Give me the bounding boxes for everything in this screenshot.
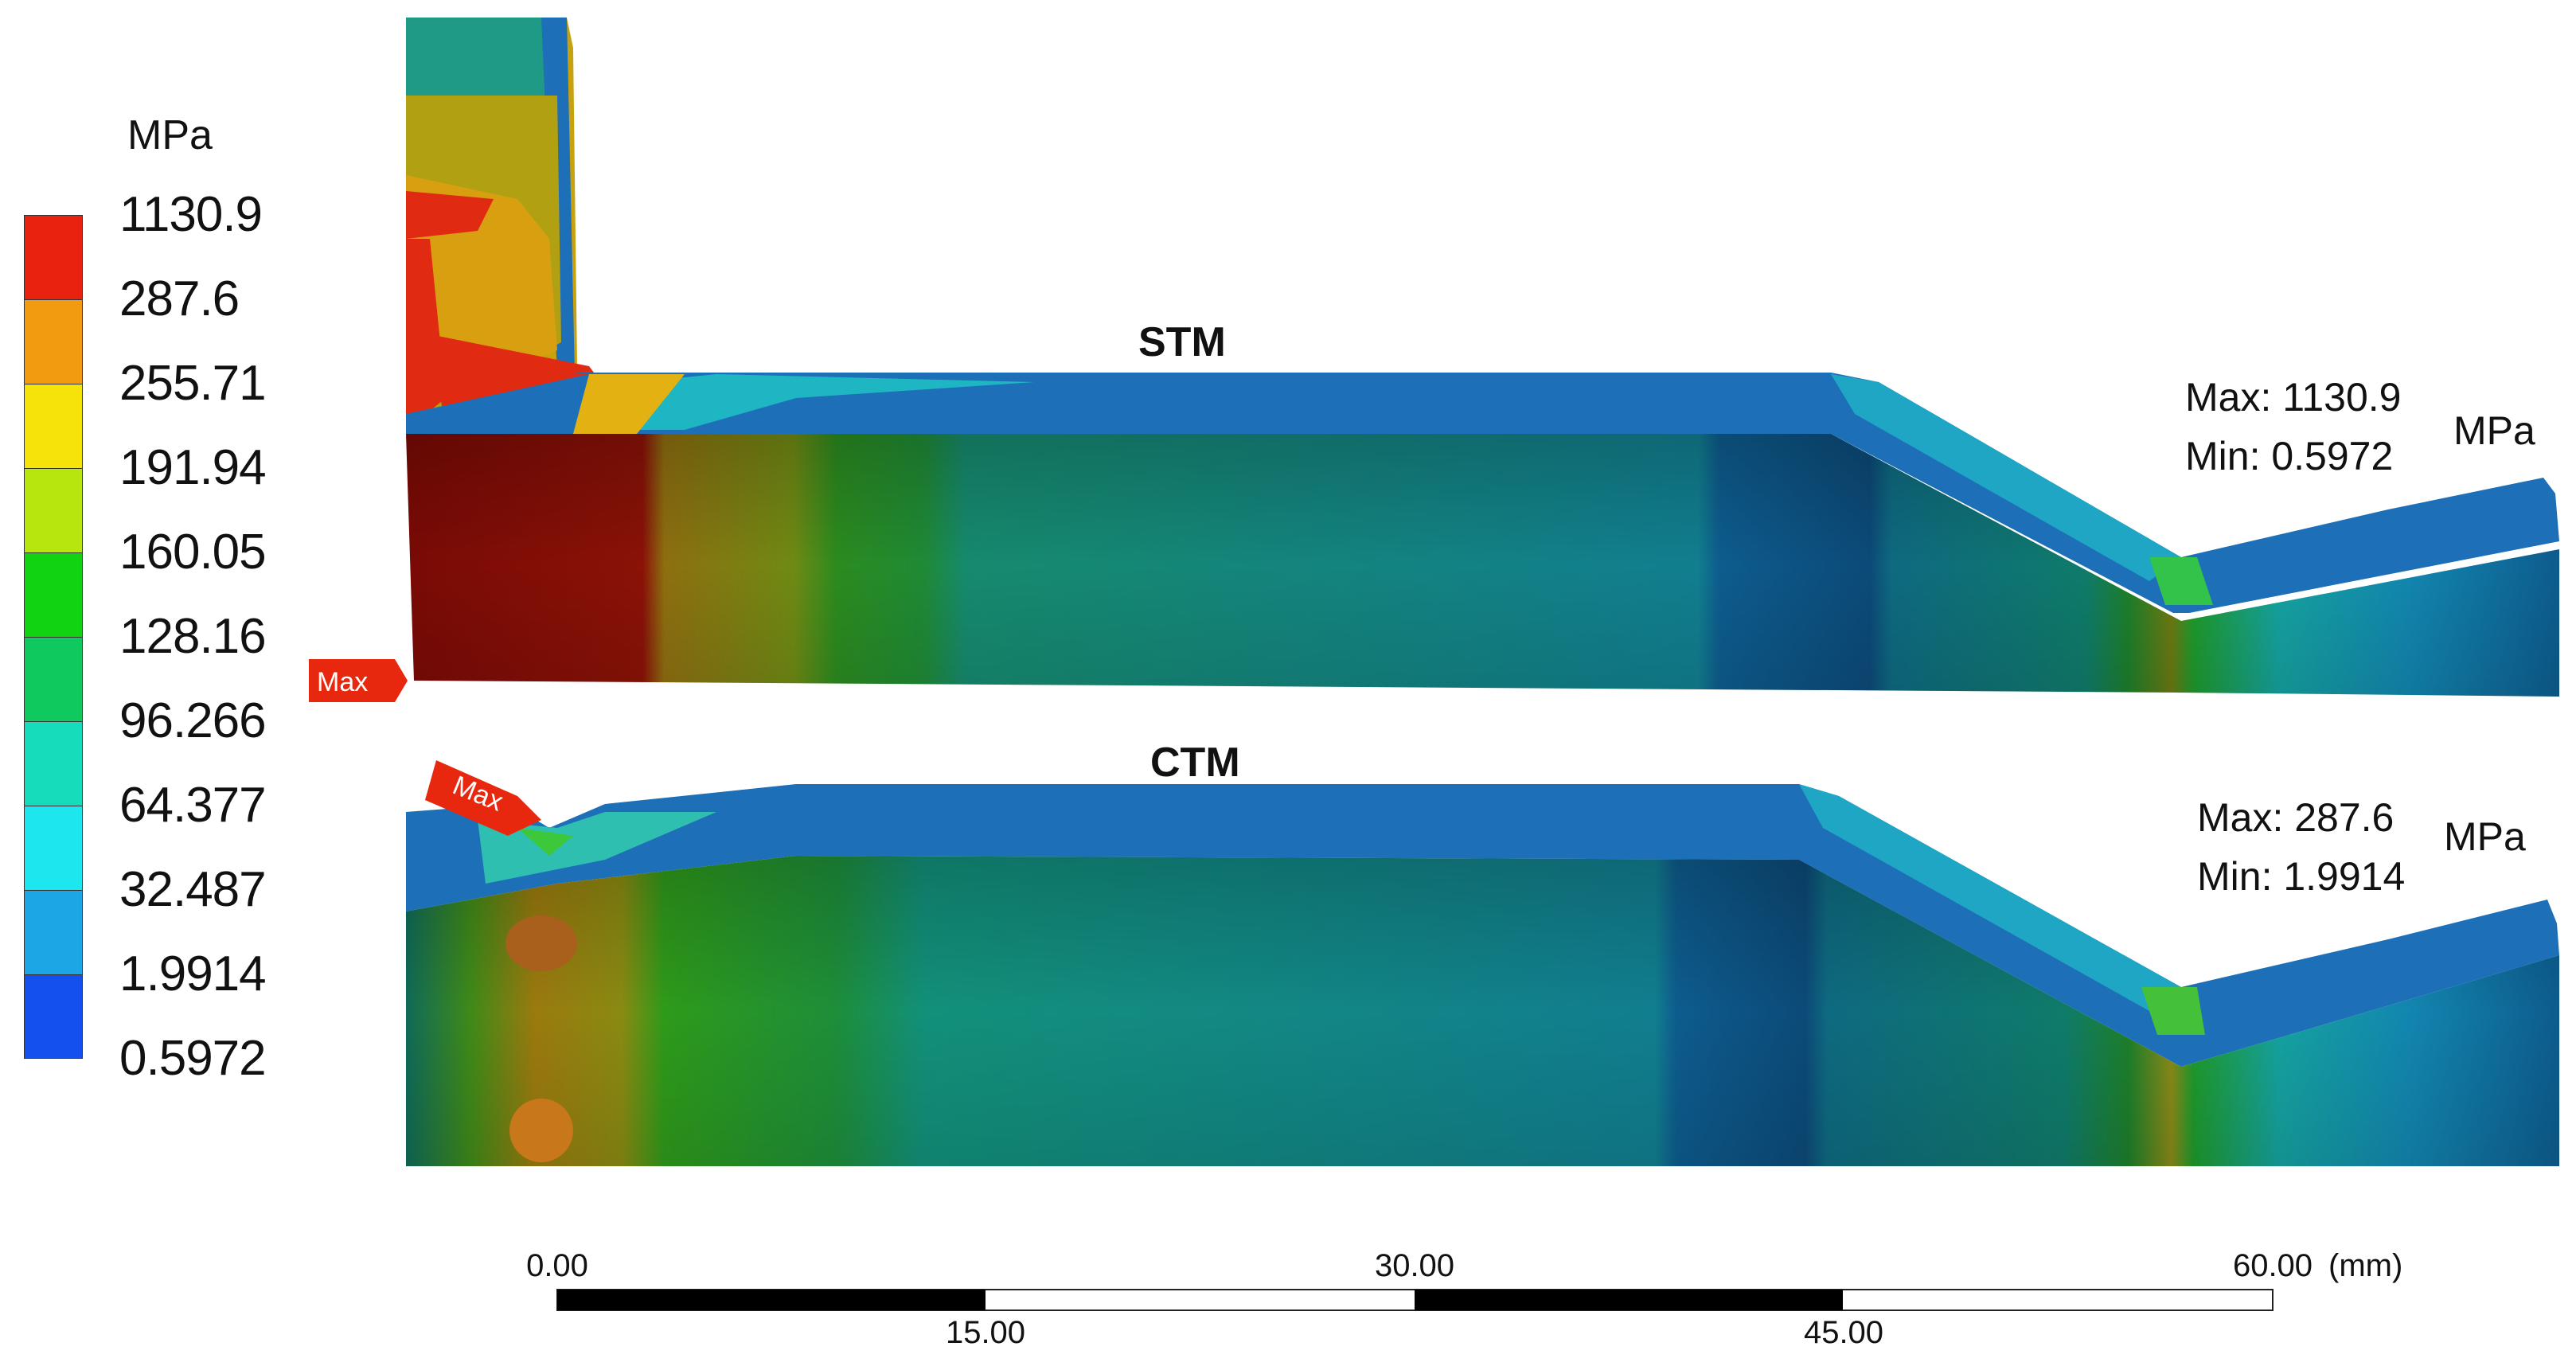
legend-swatch: [24, 806, 83, 890]
legend-label: 128.16: [119, 609, 267, 664]
legend-swatch: [24, 468, 83, 552]
legend-swatch: [24, 637, 83, 721]
scale-label-30: 30.00: [1374, 1248, 1455, 1283]
legend-label: 96.266: [119, 693, 267, 748]
stm-model: [406, 18, 2559, 697]
legend-swatch: [24, 552, 83, 637]
scale-label-15: 15.00: [945, 1315, 1026, 1350]
scale-label-60: 60.00: [2232, 1248, 2313, 1283]
stm-min-value: Min: 0.5972: [2185, 434, 2394, 478]
legend-swatch: [24, 215, 83, 299]
legend-swatch: [24, 384, 83, 468]
ctm-max-marker: [425, 760, 541, 836]
legend-label: 287.6: [119, 271, 240, 326]
legend-label: 0.5972: [119, 1031, 267, 1086]
legend-label: 64.377: [119, 778, 267, 833]
legend-label: 1.9914: [119, 947, 267, 1001]
stm-max-tag: Max: [317, 667, 369, 697]
legend-label: 1130.9: [119, 187, 263, 242]
stm-title: STM: [1138, 319, 1226, 365]
scale-label-45: 45.00: [1803, 1315, 1884, 1350]
ctm-model: [406, 784, 2559, 1166]
ctm-max-value: Max: 287.6: [2197, 795, 2395, 840]
legend-unit: MPa: [127, 112, 213, 158]
scale-label-0: 0.00: [526, 1248, 588, 1283]
legend-swatch: [24, 974, 83, 1059]
stm-max-value: Max: 1130.9: [2185, 375, 2402, 420]
legend-label: 191.94: [119, 440, 267, 495]
scale-bar: [556, 1289, 2274, 1311]
legend-label: 32.487: [119, 862, 267, 917]
stm-stat-unit: MPa: [2453, 408, 2535, 453]
legend-label: 255.71: [119, 356, 267, 411]
ctm-stat-unit: MPa: [2444, 814, 2526, 859]
ctm-title: CTM: [1150, 740, 1240, 786]
legend-label: 160.05: [119, 525, 267, 580]
legend-color-bar: [24, 215, 83, 1059]
legend-swatch: [24, 299, 83, 384]
legend-swatch: [24, 890, 83, 974]
ctm-min-value: Min: 1.9914: [2197, 854, 2406, 899]
stm-max-marker: [309, 659, 408, 702]
legend-swatch: [24, 721, 83, 806]
scale-unit: (mm): [2328, 1248, 2403, 1283]
